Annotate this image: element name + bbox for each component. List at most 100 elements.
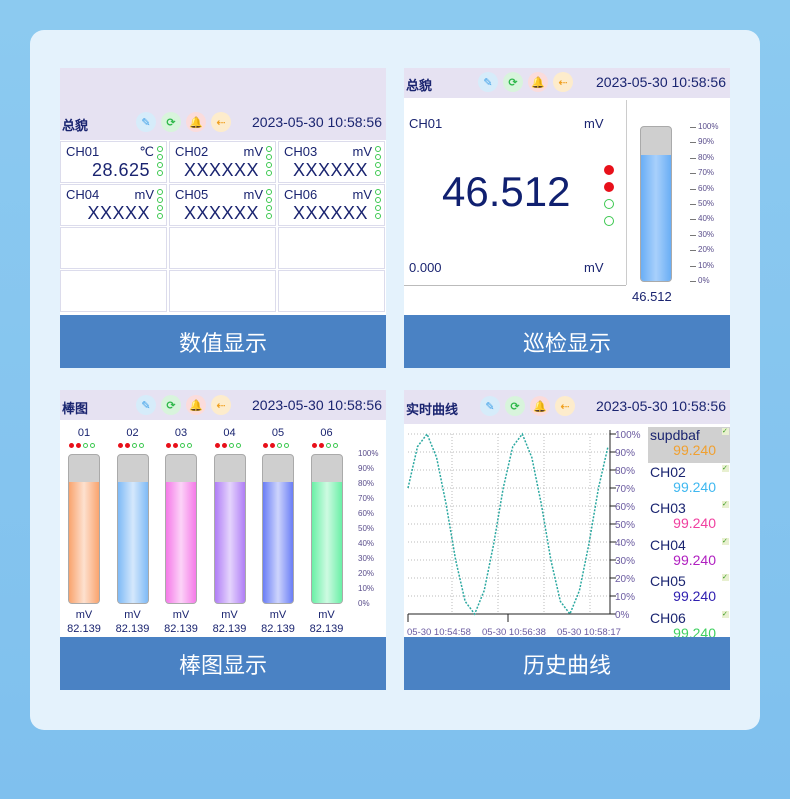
channel-cell[interactable] (60, 270, 167, 312)
y-tick-label: 40% (615, 538, 635, 549)
channel-value: 28.625 (91, 160, 150, 180)
usb-icon[interactable]: ⇠ (555, 396, 575, 416)
channel-name: CH03 (284, 144, 318, 159)
legend-name: CH05 (650, 573, 686, 589)
legend-item[interactable]: CH06 99.240 ✓ (648, 610, 730, 646)
checkbox-icon[interactable]: ✓ (722, 500, 729, 508)
alarm-leds (157, 146, 163, 176)
checkbox-icon[interactable]: ✓ (722, 609, 729, 618)
alarm-bell-icon[interactable]: 🔔 (528, 72, 548, 92)
pen-icon[interactable]: ✎ (480, 396, 500, 416)
checkbox-icon[interactable]: ✓ (722, 427, 729, 435)
channel-value: 82.139 (67, 623, 101, 635)
channel-cell[interactable] (278, 270, 385, 312)
unit: mV (584, 116, 604, 131)
x-tick-label: 05-30 10:54:58 (407, 627, 471, 638)
curve-panel[interactable]: 实时曲线 ✎ ⟳ 🔔 ⇠ 2023-05-30 10:58:56 100% 90% 80%… (404, 390, 730, 690)
alarm-led-icon (604, 216, 614, 226)
alarm-leds (69, 443, 95, 448)
legend-item[interactable]: CH03 99.240 ✓ (648, 500, 730, 536)
checkbox-icon[interactable]: ✓ (722, 536, 729, 545)
scale-tick (690, 281, 696, 282)
level-bar (213, 454, 246, 604)
unit: mV (172, 609, 190, 621)
scale-tick (690, 142, 696, 144)
pen-icon[interactable]: ✎ (478, 72, 498, 92)
status-bar: 实时曲线 ✎ ⟳ 🔔 ⇠ 2023-05-30 10:58:56 (404, 390, 730, 424)
scale-label: 70% (698, 168, 715, 178)
channel-cell[interactable]: CH04 mV XXXXX (60, 184, 167, 226)
legend-item[interactable]: CH05 99.240 ✓ (648, 573, 730, 609)
y-tick-label: 10% (615, 592, 635, 603)
bar-fill (214, 481, 245, 603)
channel-cell[interactable] (169, 270, 276, 312)
alarm-led-icon (124, 443, 130, 448)
legend-item[interactable]: supdbaf 99.240 ✓ (648, 427, 730, 463)
alarm-leds (375, 146, 381, 176)
patrol-panel[interactable]: 总貌 ✎ ⟳ 🔔 ⇠ 2023-05-30 10:58:56 CH01 mV 46.5… (404, 68, 730, 368)
status-icons: ✎ ⟳ 🔔 ⇠ (136, 112, 231, 132)
history-curve-label[interactable]: 历史曲线 (404, 637, 730, 690)
channel-cell[interactable] (60, 227, 167, 269)
numeric-display-label[interactable]: 数值显示 (60, 315, 386, 368)
refresh-icon[interactable]: ⟳ (505, 396, 525, 416)
bar-display-label[interactable]: 棒图显示 (60, 637, 386, 690)
refresh-icon[interactable]: ⟳ (161, 395, 181, 415)
channel-cell[interactable]: CH06 mV XXXXXX (278, 184, 385, 226)
alarm-bell-icon[interactable]: 🔔 (186, 112, 206, 132)
alarm-led-icon (266, 146, 272, 152)
channel-cell[interactable]: CH01 ℃ 28.625 (60, 141, 167, 183)
checkbox-icon[interactable]: ✓ (722, 573, 729, 581)
y-tick-label: 70% (615, 484, 635, 495)
alarm-leds (266, 146, 272, 176)
alarm-led-icon (157, 213, 163, 219)
scale-label: 70% (358, 494, 375, 503)
channel-cell[interactable]: CH02 mV XXXXXX (169, 141, 276, 183)
y-tick-label: 60% (615, 502, 635, 513)
channel-cell[interactable] (278, 227, 385, 269)
usb-icon[interactable]: ⇠ (211, 112, 231, 132)
unit: mV (318, 609, 335, 621)
scale-tick (690, 234, 696, 236)
alarm-led-icon (214, 443, 220, 448)
channel-name: 03 (174, 427, 188, 439)
alarm-led-icon (76, 443, 81, 448)
scale-tick (690, 157, 696, 159)
scale-label: 40% (358, 539, 375, 548)
status-icons: ✎ ⟳ 🔔 ⇠ (478, 72, 573, 92)
channel-cell[interactable] (169, 227, 276, 269)
patrol-display-label[interactable]: 巡检显示 (404, 315, 730, 368)
level-bar (165, 454, 197, 604)
unit: mV (243, 144, 264, 159)
alarm-led-icon (180, 443, 185, 448)
bar-chart-panel[interactable]: 棒图 ✎ ⟳ 🔔 ⇠ 2023-05-30 10:58:56 01 mV 82.139 02… (60, 390, 386, 690)
alarm-led-icon (83, 443, 88, 448)
refresh-icon[interactable]: ⟳ (503, 72, 523, 92)
channel-name: CH02 (175, 144, 209, 159)
numeric-panel[interactable]: 总貌 ✎ ⟳ 🔔 ⇠ 2023-05-30 10:58:56 CH01 ℃ 28.625 C… (60, 68, 386, 368)
pen-icon[interactable]: ✎ (136, 112, 156, 132)
usb-icon[interactable]: ⇠ (553, 72, 573, 92)
alarm-bell-icon[interactable]: 🔔 (186, 395, 206, 415)
pen-icon[interactable]: ✎ (136, 395, 156, 415)
channel-value: XXXXXX (292, 160, 368, 180)
refresh-icon[interactable]: ⟳ (161, 112, 181, 132)
alarm-led-icon (604, 182, 614, 192)
legend-value: 99.240 (673, 442, 716, 458)
alarm-led-icon (157, 205, 163, 211)
channel-cell[interactable]: CH05 mV XXXXXX (169, 184, 276, 226)
legend-item[interactable]: CH02 99.240 ✓ (648, 464, 730, 500)
legend-value: 99.240 (673, 478, 716, 495)
channel-name: CH05 (175, 187, 209, 202)
legend-item[interactable]: CH04 99.240 ✓ (648, 537, 730, 573)
checkbox-icon[interactable]: ✓ (722, 463, 729, 472)
y-tick-label: 50% (615, 520, 635, 531)
trend-chart[interactable]: 100% 90% 80% 70% 60% 50% 40% 30% 20% 10% 0% 05-30 1… (404, 424, 648, 640)
unit: mV (352, 187, 373, 202)
channel-value: 82.139 (212, 623, 247, 635)
channel-cell[interactable]: CH03 mV XXXXXX (278, 141, 385, 183)
alarm-led-icon (263, 443, 268, 448)
bar-fill (166, 481, 196, 603)
alarm-bell-icon[interactable]: 🔔 (530, 396, 550, 416)
usb-icon[interactable]: ⇠ (211, 395, 231, 415)
